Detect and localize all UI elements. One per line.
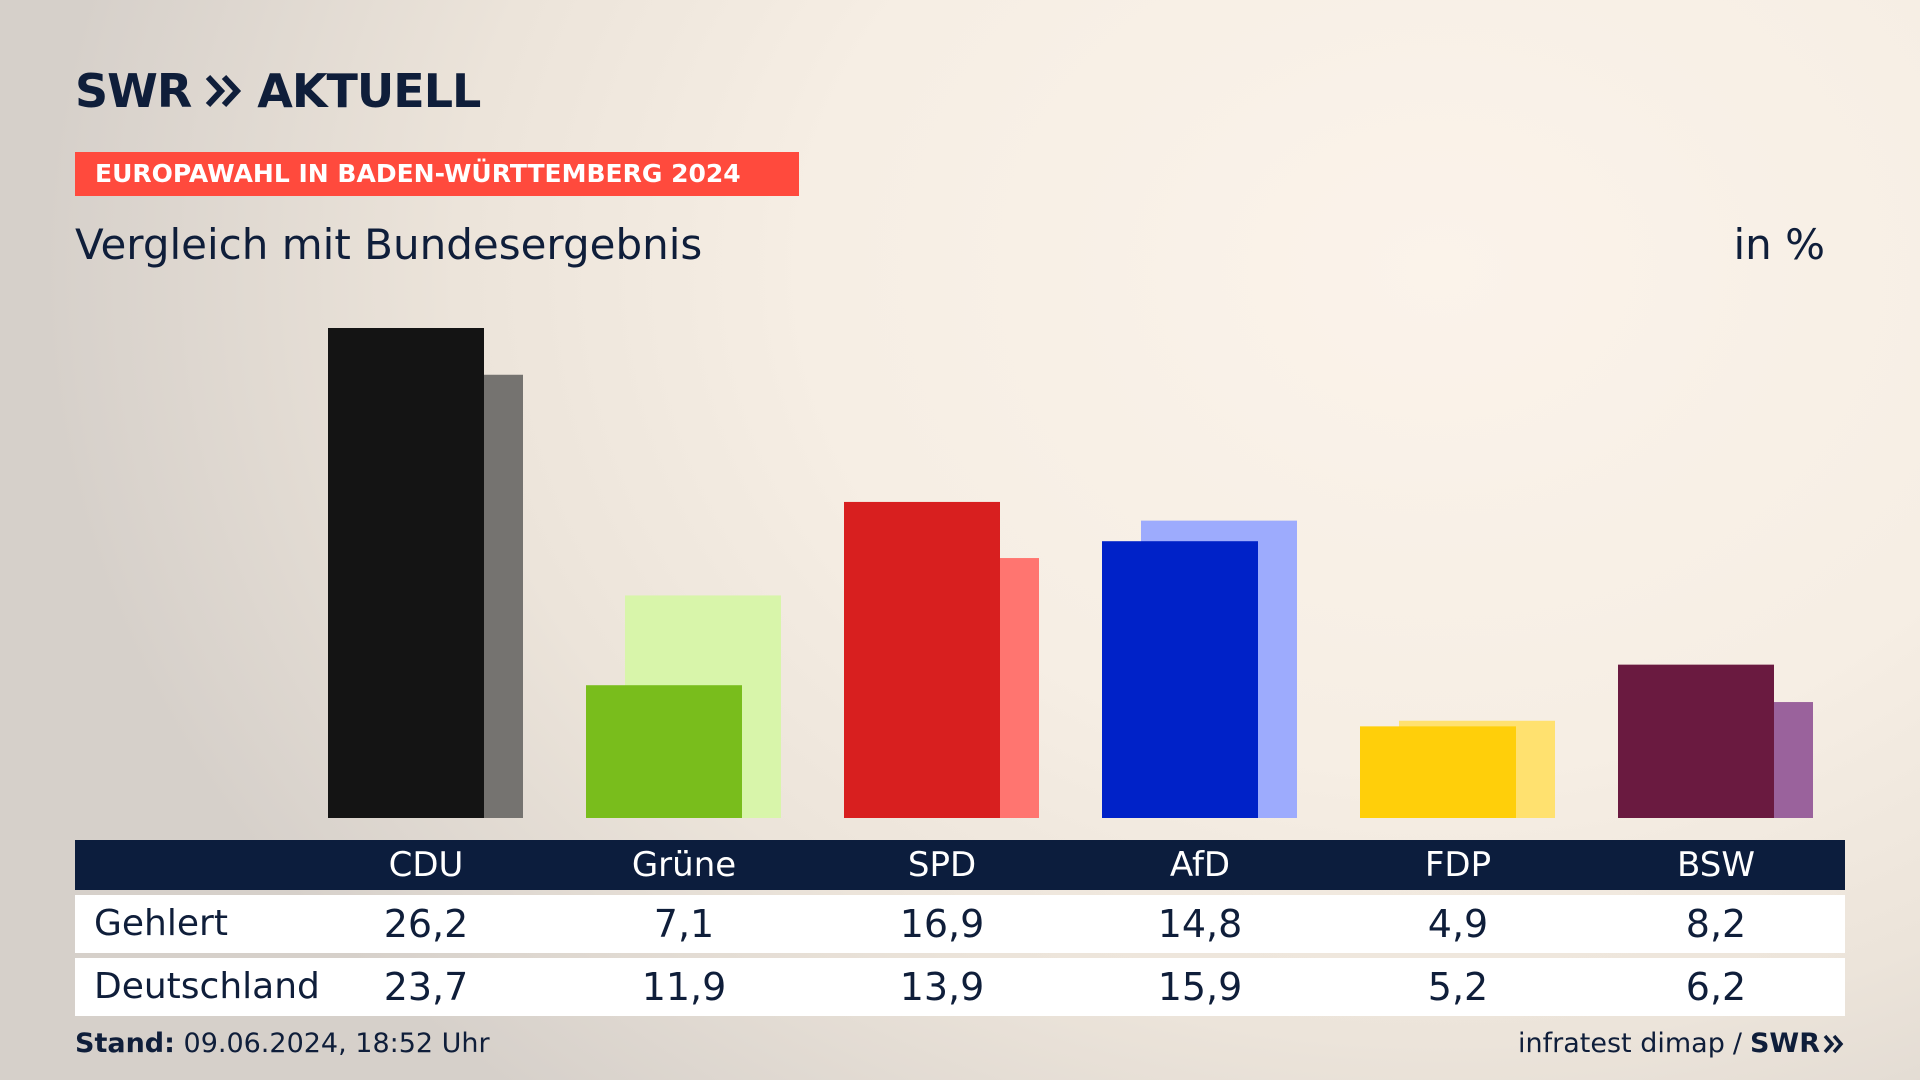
swr-footer-logo-text: SWR xyxy=(1749,1028,1820,1059)
election-kicker-banner: EUROPAWAHL IN BADEN-WÜRTTEMBERG 2024 xyxy=(75,152,799,196)
table-cell-deutschland-fdp: 5,2 xyxy=(1427,965,1489,1009)
table-cell-deutschland-cdu: 23,7 xyxy=(383,965,469,1009)
table-header-row: CDU Grüne SPD AfD FDP BSW xyxy=(75,840,1845,890)
table-row-deutschland: Deutschland 23,7 11,9 13,9 15,9 5,2 6,2 xyxy=(75,958,1845,1016)
column-header-bsw: BSW xyxy=(1677,845,1755,885)
source-separator: / xyxy=(1732,1028,1742,1059)
column-header-cdu: CDU xyxy=(388,845,464,885)
stand-value: 09.06.2024, 18:52 Uhr xyxy=(183,1028,490,1059)
bar-gehlert-gruene xyxy=(586,685,742,818)
bar-gehlert-bsw xyxy=(1618,664,1774,818)
column-header-gruene: Grüne xyxy=(631,845,737,885)
unit-label: in % xyxy=(1733,220,1825,269)
table-cell-deutschland-bsw: 6,2 xyxy=(1685,965,1747,1009)
table-cell-deutschland-gruene: 11,9 xyxy=(641,965,727,1009)
row-label-gehlert: Gehlert xyxy=(94,903,228,944)
table-cell-gehlert-bsw: 8,2 xyxy=(1685,902,1747,946)
results-table: CDU Grüne SPD AfD FDP BSW Gehlert 26,2 7,1 16,9… xyxy=(75,840,1845,1016)
bar-gehlert-spd xyxy=(844,501,1000,818)
stand-label: Stand: xyxy=(75,1028,175,1059)
table-cell-gehlert-gruene: 7,1 xyxy=(653,902,715,946)
column-header-spd: SPD xyxy=(907,845,977,885)
logo-aktuell-text: AKTUELL xyxy=(257,64,481,118)
timestamp: Stand: 09.06.2024, 18:52 Uhr xyxy=(75,1028,490,1059)
column-header-fdp: FDP xyxy=(1424,845,1492,885)
bar-chart xyxy=(328,328,1813,818)
table-cell-gehlert-cdu: 26,2 xyxy=(383,902,469,946)
double-chevron-icon xyxy=(206,74,242,108)
source-credit: infratest dimap / SWR xyxy=(1518,1028,1845,1059)
table-cell-gehlert-afd: 14,8 xyxy=(1157,902,1243,946)
double-chevron-icon xyxy=(1823,1034,1844,1053)
swr-aktuell-logo: SWR AKTUELL xyxy=(75,64,481,118)
bar-gehlert-fdp xyxy=(1360,726,1516,818)
bar-gehlert-cdu xyxy=(328,328,484,818)
swr-footer-logo: SWR xyxy=(1750,1028,1845,1059)
table-cell-gehlert-fdp: 4,9 xyxy=(1427,902,1489,946)
column-header-afd: AfD xyxy=(1169,845,1231,885)
table-cell-gehlert-spd: 16,9 xyxy=(899,902,985,946)
source-name: infratest dimap xyxy=(1518,1028,1725,1059)
table-cell-deutschland-afd: 15,9 xyxy=(1157,965,1243,1009)
table-cell-deutschland-spd: 13,9 xyxy=(899,965,985,1009)
table-row-gehlert: Gehlert 26,2 7,1 16,9 14,8 4,9 8,2 xyxy=(75,895,1845,953)
bar-gehlert-afd xyxy=(1102,541,1258,818)
row-label-deutschland: Deutschland xyxy=(94,966,320,1007)
logo-swr-text: SWR xyxy=(75,64,192,118)
chart-subtitle: Vergleich mit Bundesergebnis xyxy=(75,220,703,269)
